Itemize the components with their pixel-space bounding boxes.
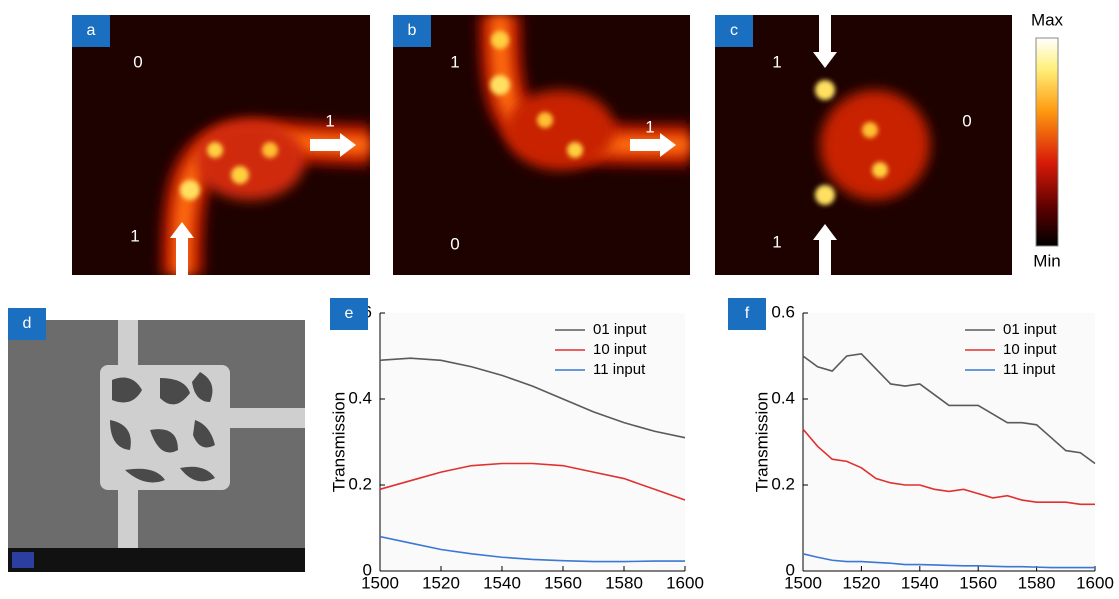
legend-label: 01 input [1003,321,1057,338]
x-tick-label: 1600 [1076,573,1114,592]
series-line [379,462,686,501]
x-tick-label: 1520 [422,573,460,592]
x-tick-label: 1500 [784,573,822,592]
x-tick-label: 1560 [959,573,997,592]
panel-label: d [23,315,32,332]
port-label: 1 [772,232,781,251]
y-tick-label: 0.4 [771,388,795,407]
panel-label: f [745,305,750,322]
y-tick-label: 0.4 [348,388,372,407]
port-label: 0 [450,234,459,253]
x-tick-label: 1520 [842,573,880,592]
x-tick-label: 1540 [901,573,939,592]
legend-label: 11 input [1003,361,1056,378]
x-tick-label: 1580 [1018,573,1056,592]
panel-label: c [730,22,738,39]
port-label: 0 [133,52,142,71]
y-axis-label: Transmission [329,392,348,492]
field-map [393,15,690,275]
x-tick-label: 1600 [666,573,704,592]
port-label: 1 [450,52,459,71]
y-tick-label: 0.6 [771,302,795,321]
x-tick-label: 1580 [605,573,643,592]
colorbar-max: Max [1031,10,1064,29]
series-line [379,535,685,563]
panel-label: b [408,22,417,39]
x-tick-label: 1540 [483,573,521,592]
series-line [802,553,1095,569]
port-label: 1 [772,52,781,71]
port-label: 1 [130,226,139,245]
field-map [715,15,1012,275]
panel-label: e [345,305,354,322]
series-line [802,428,1095,506]
panel-labels: a b c d e f [8,15,766,340]
port-label: 1 [645,117,654,136]
y-tick-label: 0.2 [771,474,795,493]
plot-area [380,313,685,571]
x-tick-label: 1500 [361,573,399,592]
y-tick-label: 0 [363,560,372,579]
series-line [802,352,1096,465]
y-axis-label: Transmission [752,392,771,492]
series-line [379,357,686,439]
legend-label: 01 input [593,321,647,338]
panel-label: a [87,22,96,39]
y-tick-label: 0.2 [348,474,372,493]
field-map [72,15,370,275]
colorbar [1035,37,1059,247]
legend-label: 10 input [593,341,647,358]
sem-image [8,320,305,572]
port-label: 0 [962,111,971,130]
y-tick-label: 0 [786,560,795,579]
legend-label: 10 input [1003,341,1057,358]
port-label: 1 [325,111,334,130]
legend-label: 11 input [593,361,646,378]
colorbar-min: Min [1033,251,1060,270]
x-tick-label: 1560 [544,573,582,592]
